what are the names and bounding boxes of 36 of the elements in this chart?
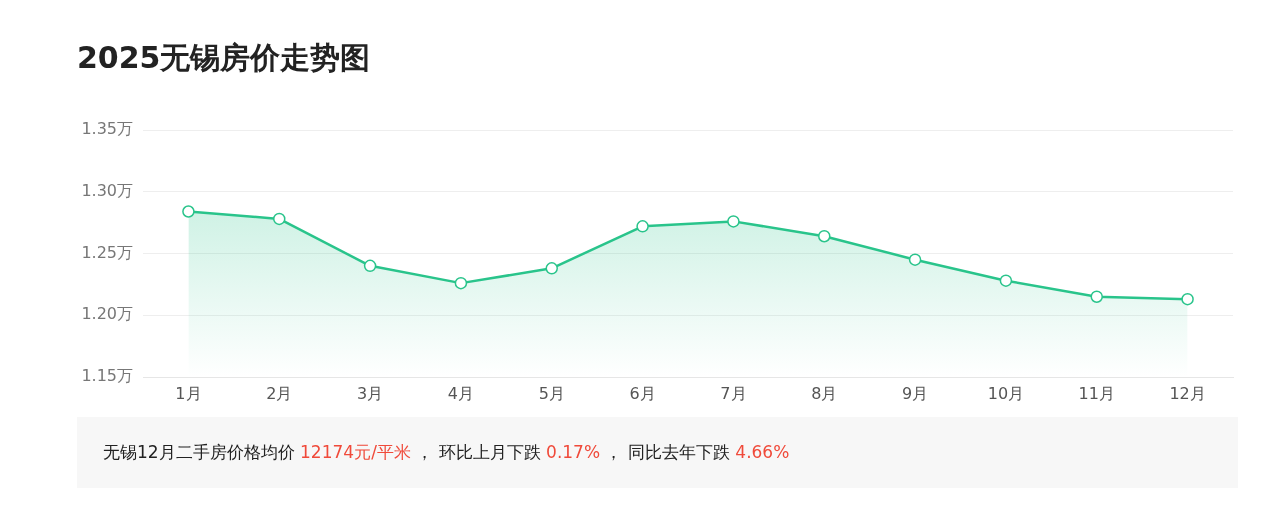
x-tick-label: 10月: [987, 383, 1025, 403]
point: [1181, 292, 1194, 306]
point: [182, 205, 195, 218]
x-tick-label: 1月: [175, 383, 202, 403]
point: [999, 274, 1013, 287]
x-tick-label: 9月: [901, 383, 929, 403]
point: [727, 215, 740, 228]
text: 无锡12月二手房价格均价: [103, 442, 296, 462]
point: [818, 229, 831, 243]
x-tick-label: 4月: [447, 383, 475, 403]
x-tick-label: 2月: [266, 383, 293, 403]
y-tick-label: 1.30万: [81, 180, 133, 200]
point: [454, 276, 468, 290]
y-tick-label: 1.35万: [81, 119, 133, 139]
y-tick-label: 1.25万: [81, 242, 133, 262]
point: [363, 259, 377, 273]
x-tick-label: 8月: [811, 383, 838, 403]
point: [1090, 290, 1103, 303]
x-tick-label: 11月: [1078, 383, 1115, 403]
x-tick-label: 12月: [1169, 383, 1206, 403]
text: 0.17%: [546, 442, 601, 462]
x-tick-label: 5月: [538, 383, 565, 403]
point: [273, 212, 286, 226]
y-tick-label: 1.20万: [81, 304, 133, 324]
text: 12174元/平米: [300, 442, 411, 462]
y-tick-label: 1.15万: [81, 366, 133, 386]
point: [636, 220, 649, 233]
point: [545, 262, 558, 275]
point: [908, 253, 922, 266]
x-tick-label: 3月: [356, 383, 384, 403]
text: ， 同比去年下跌: [604, 442, 731, 462]
text: ， 环比上月下跌: [415, 442, 542, 462]
chart-title: 2025无锡房价走势图: [77, 39, 371, 77]
x-tick-label: 6月: [629, 383, 656, 403]
x-tick-label: 7月: [720, 383, 747, 403]
text: 4.66%: [735, 442, 790, 462]
